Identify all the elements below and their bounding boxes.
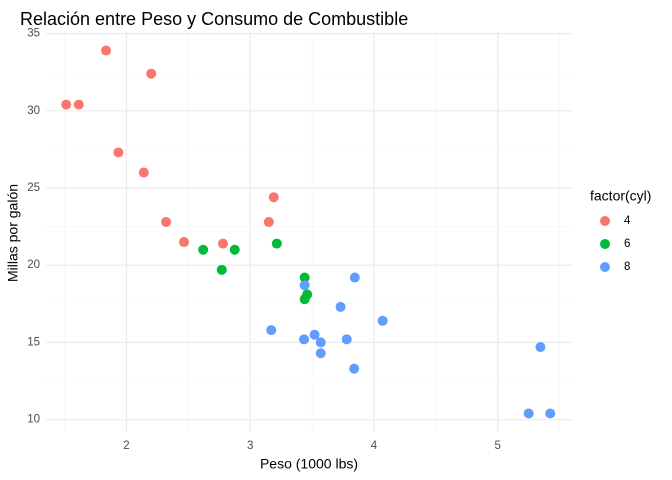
x-axis-tick-labels: 2 3 4 5 <box>123 440 501 452</box>
data-point <box>217 238 228 249</box>
legend-title: factor(cyl) <box>590 188 651 204</box>
x-tick-label: 5 <box>495 440 501 452</box>
y-tick-label: 25 <box>27 182 40 194</box>
data-point <box>299 294 310 305</box>
x-tick-label: 4 <box>371 440 378 452</box>
data-point <box>315 348 326 359</box>
y-tick-label: 15 <box>27 336 40 348</box>
legend-label: 4 <box>624 215 631 227</box>
data-point <box>535 342 546 353</box>
data-point <box>229 244 240 255</box>
y-tick-label: 35 <box>27 28 40 40</box>
major-gridlines <box>46 32 572 432</box>
data-point <box>299 280 310 291</box>
legend: factor(cyl) 4 6 8 <box>590 188 651 273</box>
legend-key <box>600 262 610 272</box>
data-point <box>349 272 360 283</box>
data-point <box>198 244 209 255</box>
data-point <box>349 363 360 374</box>
legend-key <box>600 216 610 226</box>
y-axis-title: Millas por galón <box>5 184 21 282</box>
data-point <box>146 68 157 79</box>
data-point <box>61 99 72 110</box>
y-tick-label: 30 <box>27 105 40 117</box>
minor-gridlines <box>46 32 572 432</box>
y-tick-label: 20 <box>27 259 40 271</box>
legend-label: 6 <box>624 238 630 250</box>
x-tick-label: 2 <box>123 440 129 452</box>
data-point <box>113 147 124 158</box>
data-points <box>61 45 556 419</box>
y-tick-label: 10 <box>27 414 40 426</box>
data-point <box>263 216 274 227</box>
legend-items: 4 6 8 <box>600 215 631 273</box>
data-point <box>315 337 326 348</box>
data-point <box>178 237 189 248</box>
x-axis-title: Peso (1000 lbs) <box>260 456 358 472</box>
data-point <box>545 408 556 419</box>
data-point <box>299 334 310 345</box>
data-point <box>341 334 352 345</box>
y-axis-tick-labels: 10 15 20 25 30 35 <box>27 28 40 426</box>
legend-key <box>600 239 610 249</box>
data-point <box>377 315 388 326</box>
data-point <box>73 99 84 110</box>
data-point <box>101 45 112 56</box>
data-point <box>216 264 227 275</box>
data-point <box>309 329 320 340</box>
data-point <box>335 301 346 312</box>
chart-title: Relación entre Peso y Consumo de Combust… <box>20 9 408 29</box>
data-point <box>299 272 310 283</box>
data-point <box>268 192 279 203</box>
data-point <box>161 216 172 227</box>
data-point <box>523 408 534 419</box>
legend-label: 8 <box>624 261 630 273</box>
data-point <box>266 325 277 336</box>
data-point <box>138 167 149 178</box>
x-tick-label: 3 <box>247 440 253 452</box>
data-point <box>271 238 282 249</box>
